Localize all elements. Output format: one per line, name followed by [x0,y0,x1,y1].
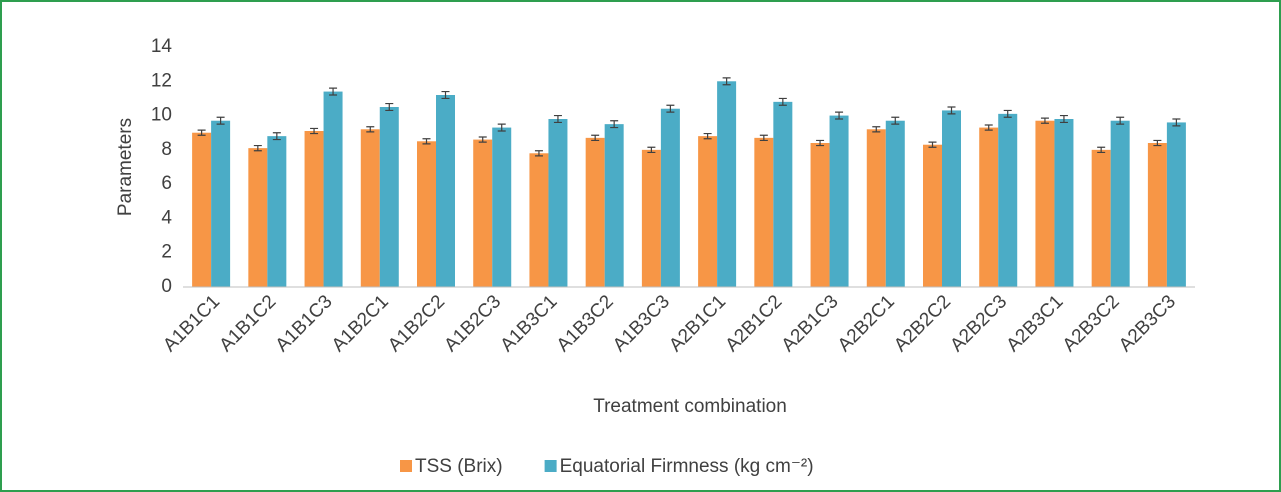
bar [641,149,661,287]
error-bar [1172,118,1181,127]
bar [1091,149,1111,287]
error-bar [329,87,338,96]
bar [1110,120,1130,287]
error-bar [385,102,394,112]
bar [379,107,399,287]
error-bar [216,116,225,125]
bar [248,148,268,287]
error-bar [703,132,712,140]
bar [698,136,718,287]
error-bar [253,144,262,152]
error-bar [1116,116,1125,125]
error-bar [759,134,768,142]
bar [829,115,849,287]
bar [660,108,680,287]
error-bar [891,116,900,125]
error-bar [272,132,281,141]
error-bar [816,139,825,147]
legend-swatch [544,460,557,472]
bar [529,153,549,287]
bar [866,129,886,287]
bar [473,139,493,287]
error-bar [422,138,431,145]
bar [360,129,380,287]
error-bar [1097,146,1106,154]
bar [267,136,287,287]
error-bar [835,111,844,120]
error-bar [872,126,881,133]
bar [1035,120,1055,287]
bar [585,137,605,287]
error-bar [310,127,319,135]
y-tick-label: 14 [151,36,173,57]
y-tick-label: 2 [161,242,172,263]
error-bar [591,134,600,142]
bar [548,119,568,287]
bar [323,91,343,287]
bar [492,127,512,287]
bar [304,131,324,287]
error-bar [928,141,937,148]
y-tick-label: 0 [161,276,172,297]
bar [998,113,1018,287]
error-bar [197,129,206,136]
y-tick-label: 8 [161,139,172,160]
error-bar [778,97,787,106]
error-bar [647,146,656,154]
y-tick-label: 12 [151,70,172,91]
error-bar [553,114,562,124]
bar [717,81,737,288]
legend-label: Equatorial Firmness (kg cm⁻²) [560,456,814,477]
bar [604,124,624,288]
x-axis-title: Treatment combination [593,396,787,417]
bar [1054,119,1074,287]
bar [754,137,774,287]
bar [979,127,999,287]
bar [1147,143,1167,287]
error-bar [441,90,450,100]
error-bar [610,120,619,129]
bar [923,144,942,287]
legend-label: TSS (Brix) [415,456,503,477]
error-bar [1059,114,1068,124]
error-bar [666,104,675,113]
error-bar [947,106,956,115]
error-bar [1003,109,1012,118]
error-bar [722,77,731,86]
y-tick-label: 10 [151,105,172,126]
error-bar [534,150,543,157]
bar [192,132,212,287]
bar [417,141,436,287]
bar [942,110,961,287]
bar [810,143,830,287]
error-bar [478,136,487,143]
legend-swatch [400,460,412,472]
bar [436,95,455,287]
error-bar [1040,117,1049,124]
y-tick-label: 6 [161,173,172,194]
bar [1166,122,1186,287]
bar [773,101,793,287]
error-bar [366,126,375,133]
bar [211,120,231,287]
bar [885,120,905,287]
error-bar [984,124,993,131]
error-bar [497,123,506,132]
error-bar [1153,139,1162,147]
y-axis-title: Parameters [115,118,136,216]
y-tick-label: 4 [161,207,172,228]
